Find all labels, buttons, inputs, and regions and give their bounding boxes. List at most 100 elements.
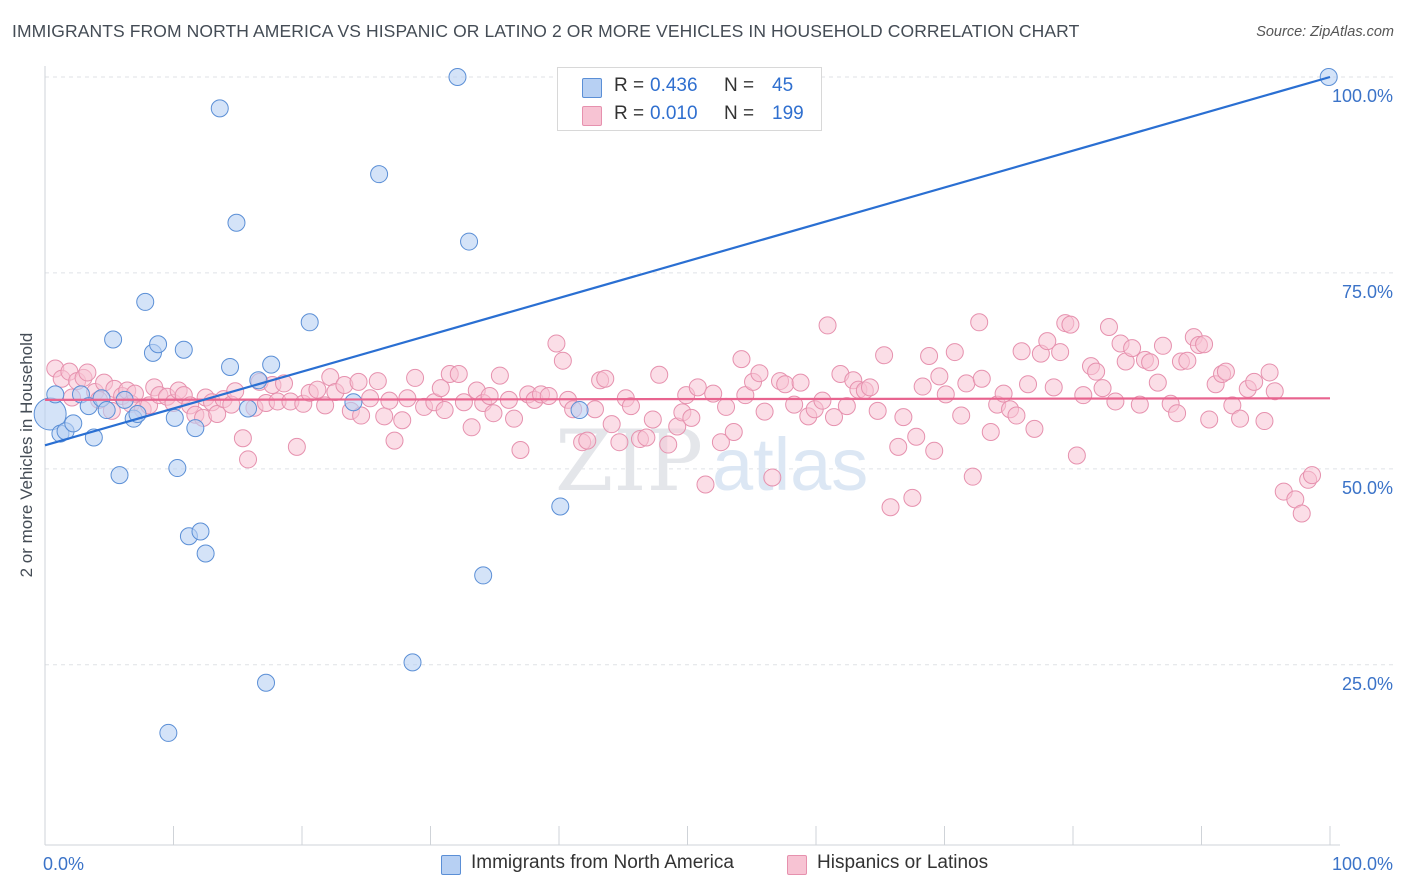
point-hispanics — [1044, 378, 1063, 397]
point-hispanics — [732, 350, 751, 369]
point-hispanics — [287, 437, 306, 456]
point-hispanics — [717, 397, 736, 416]
legend-n-value: 199 — [772, 103, 804, 124]
point-hispanics — [688, 378, 707, 397]
point-hispanics — [704, 384, 723, 403]
legend-r-label: R = — [614, 75, 645, 96]
point-hispanics — [233, 429, 252, 448]
point-hispanics — [398, 389, 417, 408]
gridlines — [45, 76, 1395, 666]
point-immigrants — [210, 99, 229, 118]
point-hispanics — [375, 407, 394, 426]
point-immigrants — [370, 165, 389, 184]
point-hispanics — [361, 389, 380, 408]
point-hispanics — [913, 377, 932, 396]
point-immigrants — [257, 673, 276, 692]
point-hispanics — [1051, 343, 1070, 362]
point-hispanics — [1012, 342, 1031, 361]
point-hispanics — [610, 433, 629, 452]
point-hispanics — [682, 408, 701, 427]
point-immigrants — [551, 497, 570, 516]
point-hispanics — [1123, 339, 1142, 358]
point-hispanics — [462, 418, 481, 437]
legend-r-label: R = — [614, 103, 645, 124]
point-immigrants — [104, 330, 123, 349]
trend-line-hispanics — [44, 397, 1331, 401]
trend-lines — [44, 75, 1331, 447]
point-immigrants — [262, 355, 281, 374]
point-immigrants — [174, 340, 193, 359]
point-hispanics — [484, 404, 503, 423]
legend-swatch-pink — [582, 106, 602, 126]
y-tick-label: 100.0% — [1332, 86, 1393, 106]
point-hispanics — [78, 363, 97, 382]
point-hispanics — [1025, 419, 1044, 438]
point-hispanics — [547, 334, 566, 353]
point-immigrants — [448, 68, 467, 86]
legend-swatch-pink — [787, 855, 807, 875]
point-hispanics — [208, 404, 227, 423]
point-hispanics — [1093, 379, 1112, 398]
point-hispanics — [813, 391, 832, 410]
x-tick-label: 100.0% — [1332, 854, 1393, 874]
point-immigrants — [191, 522, 210, 541]
point-hispanics — [903, 488, 922, 507]
point-hispanics — [1141, 353, 1160, 372]
point-immigrants — [159, 723, 178, 742]
point-immigrants — [474, 566, 493, 585]
point-hispanics — [957, 374, 976, 393]
point-hispanics — [659, 435, 678, 454]
point-immigrants — [227, 213, 246, 232]
point-hispanics — [1216, 362, 1235, 381]
point-hispanics — [1231, 409, 1250, 428]
point-hispanics — [505, 409, 524, 428]
point-hispanics — [1019, 375, 1038, 394]
point-hispanics — [936, 385, 955, 404]
point-hispanics — [785, 395, 804, 414]
point-hispanics — [1099, 317, 1118, 336]
point-hispanics — [818, 316, 837, 335]
point-hispanics — [696, 475, 715, 494]
point-hispanics — [553, 351, 572, 370]
point-hispanics — [380, 391, 399, 410]
point-hispanics — [1178, 351, 1197, 370]
point-hispanics — [945, 343, 964, 362]
point-hispanics — [349, 372, 368, 391]
point-hispanics — [385, 431, 404, 450]
point-hispanics — [1223, 396, 1242, 415]
point-hispanics — [435, 401, 454, 420]
legend-n-label: N = — [724, 103, 755, 124]
point-hispanics — [889, 437, 908, 456]
point-hispanics — [643, 410, 662, 429]
point-hispanics — [1245, 372, 1264, 391]
point-hispanics — [724, 423, 743, 442]
legend-label-immigrants: Immigrants from North America — [471, 852, 734, 873]
chart-title: IMMIGRANTS FROM NORTH AMERICA VS HISPANI… — [12, 21, 1080, 41]
tick-labels: 25.0% 50.0% 75.0% 100.0% 0.0% 100.0% — [43, 86, 1393, 874]
legend-label-hispanics: Hispanics or Latinos — [817, 852, 989, 873]
point-immigrants — [221, 357, 240, 376]
point-hispanics — [368, 372, 387, 391]
point-immigrants — [46, 385, 65, 404]
point-hispanics — [1260, 363, 1279, 382]
legend-r-value: 0.010 — [650, 103, 698, 124]
point-hispanics — [596, 369, 615, 388]
point-hispanics — [1067, 446, 1086, 465]
point-hispanics — [791, 373, 810, 392]
point-hispanics — [1130, 395, 1149, 414]
point-hispanics — [925, 441, 944, 460]
point-hispanics — [972, 369, 991, 388]
point-immigrants — [168, 459, 187, 478]
point-hispanics — [1106, 392, 1125, 411]
point-hispanics — [352, 406, 371, 425]
series-immigrants-points — [33, 68, 1338, 742]
point-hispanics — [1265, 382, 1284, 401]
point-hispanics — [585, 400, 604, 419]
point-immigrants — [570, 401, 589, 420]
point-immigrants — [149, 335, 168, 354]
point-immigrants — [110, 466, 129, 485]
point-hispanics — [1168, 404, 1187, 423]
point-hispanics — [1153, 336, 1172, 355]
y-tick-label: 25.0% — [1342, 674, 1393, 694]
